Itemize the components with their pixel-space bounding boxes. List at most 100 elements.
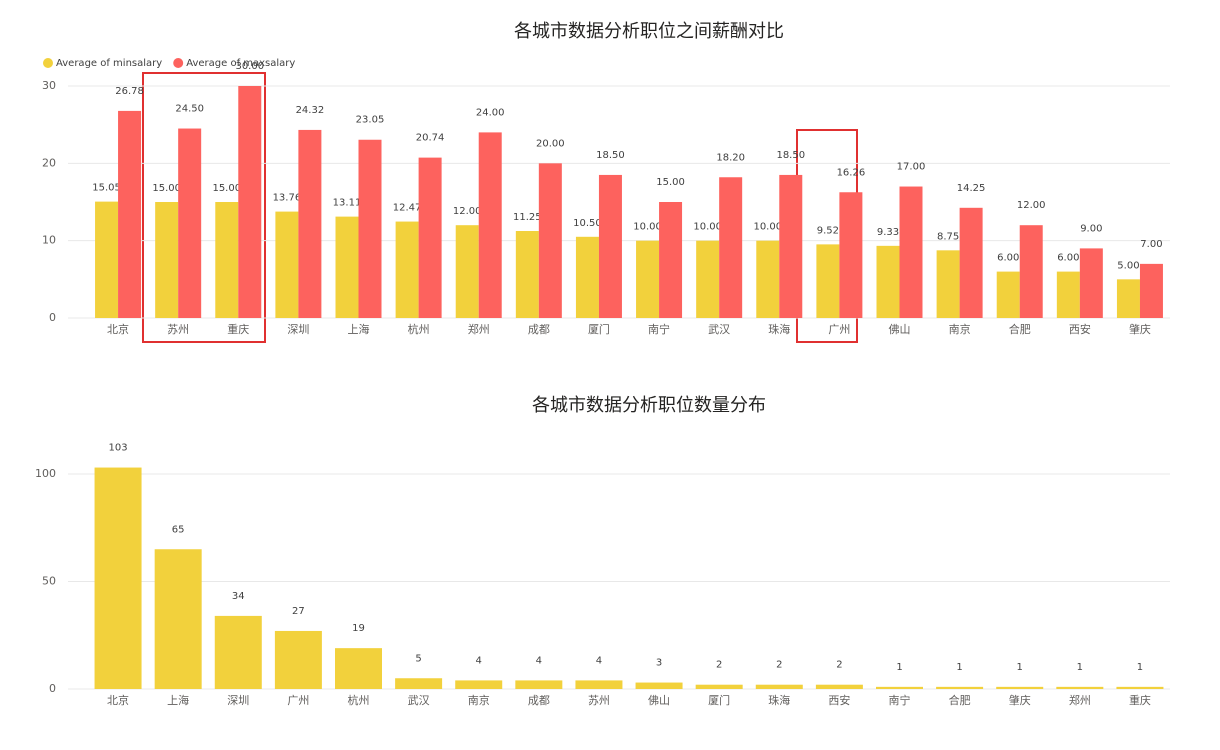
data-label: 11.25 — [513, 212, 542, 223]
data-label: 34 — [232, 591, 245, 602]
legend-label: Average of maxsalary — [186, 58, 295, 69]
x-tick-label: 肇庆 — [1129, 322, 1151, 336]
data-label: 6.00 — [1057, 253, 1079, 264]
x-tick-label: 北京 — [107, 322, 129, 336]
bar — [335, 648, 382, 689]
bar — [478, 132, 502, 318]
bar — [455, 680, 503, 689]
data-label: 30.00 — [235, 61, 264, 72]
bar — [636, 240, 660, 318]
bar — [214, 615, 262, 689]
data-label: 4 — [596, 655, 602, 666]
y-tick-label: 50 — [42, 575, 56, 588]
legend-marker — [43, 58, 53, 68]
bar — [899, 186, 923, 318]
data-label: 2 — [836, 660, 842, 671]
x-tick-label: 成都 — [528, 694, 550, 707]
legend-marker — [173, 58, 184, 68]
data-label: 1 — [1077, 662, 1083, 673]
bar — [395, 678, 443, 689]
data-label: 17.00 — [897, 162, 926, 173]
data-label: 1 — [956, 662, 962, 673]
data-label: 12.00 — [1017, 200, 1046, 211]
bar — [395, 221, 419, 318]
data-label: 15.00 — [212, 183, 241, 194]
x-tick-label: 珠海 — [768, 693, 790, 707]
data-label: 19 — [352, 623, 365, 634]
bar — [358, 139, 382, 318]
bar — [815, 684, 863, 689]
x-tick-label: 成都 — [528, 323, 550, 336]
bar — [1116, 279, 1140, 318]
bar — [936, 686, 984, 689]
data-label: 24.50 — [175, 104, 204, 115]
bar — [95, 201, 119, 318]
bar — [755, 684, 803, 689]
data-label: 27 — [292, 606, 305, 617]
bar — [659, 202, 683, 318]
y-tick-label: 20 — [42, 156, 56, 169]
bar — [298, 129, 322, 318]
data-label: 9.00 — [1080, 223, 1102, 234]
bar — [1079, 248, 1103, 318]
data-label: 18.20 — [716, 152, 745, 163]
x-tick-label: 合肥 — [1009, 322, 1031, 336]
x-tick-label: 重庆 — [227, 322, 249, 336]
bar — [598, 174, 622, 318]
bar — [876, 686, 923, 689]
x-tick-label: 上海 — [167, 693, 189, 707]
data-label: 14.25 — [957, 183, 986, 194]
bar — [154, 549, 202, 689]
data-label: 1 — [1017, 662, 1023, 673]
data-label: 18.50 — [776, 150, 805, 161]
data-label: 9.52 — [817, 225, 839, 236]
data-label: 7.00 — [1140, 239, 1162, 250]
data-label: 13.11 — [333, 198, 362, 209]
bar — [959, 207, 983, 318]
data-label: 15.05 — [92, 183, 121, 194]
bar — [575, 680, 623, 689]
bar — [996, 271, 1020, 318]
data-label: 1 — [1137, 662, 1143, 673]
data-label: 15.00 — [152, 183, 181, 194]
x-tick-label: 武汉 — [408, 694, 430, 707]
data-label: 2 — [716, 660, 722, 671]
bar — [876, 245, 900, 318]
x-tick-label: 上海 — [348, 322, 370, 336]
bar — [1056, 271, 1080, 318]
legend-label: Average of minsalary — [56, 58, 162, 69]
bar — [274, 630, 322, 689]
x-tick-label: 北京 — [107, 693, 129, 707]
x-tick-label: 合肥 — [949, 693, 971, 707]
x-tick-label: 南宁 — [648, 322, 670, 336]
bar — [1116, 686, 1164, 689]
y-tick-label: 0 — [49, 682, 56, 695]
data-label: 16.26 — [837, 167, 866, 178]
x-tick-label: 杭州 — [348, 693, 370, 707]
x-tick-label: 佛山 — [648, 694, 670, 707]
data-label: 1 — [896, 662, 902, 673]
data-label: 4 — [536, 655, 542, 666]
x-tick-label: 南京 — [949, 322, 971, 336]
x-tick-label: 杭州 — [408, 322, 430, 336]
x-tick-label: 肇庆 — [1009, 693, 1031, 707]
data-label: 12.00 — [453, 206, 482, 217]
x-tick-label: 厦门 — [588, 322, 610, 336]
bar — [696, 240, 720, 318]
data-label: 5.00 — [1117, 260, 1139, 271]
data-label: 2 — [776, 660, 782, 671]
data-label: 10.50 — [573, 218, 602, 229]
bar — [779, 174, 803, 318]
bar — [575, 236, 599, 318]
x-tick-label: 西安 — [828, 693, 850, 707]
data-label: 3 — [656, 658, 662, 669]
bar — [839, 192, 863, 318]
bar — [538, 163, 562, 318]
bar — [118, 110, 142, 318]
chart-title: 各城市数据分析职位数量分布 — [532, 395, 766, 415]
bar — [1056, 686, 1104, 689]
x-tick-label: 厦门 — [708, 693, 730, 707]
bar — [695, 684, 743, 689]
bar — [275, 211, 299, 318]
